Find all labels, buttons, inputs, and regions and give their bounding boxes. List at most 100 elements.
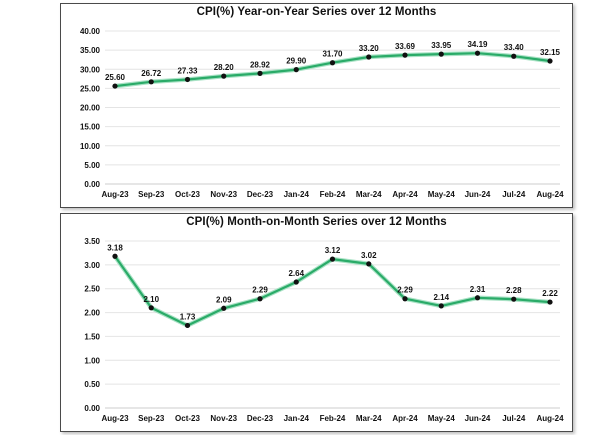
data-point-label: 26.72 bbox=[141, 69, 162, 78]
y-tick-label: 35.00 bbox=[80, 46, 101, 55]
data-point-marker bbox=[257, 296, 263, 302]
data-point-marker bbox=[329, 256, 336, 262]
data-point-marker bbox=[112, 83, 118, 89]
data-point-marker bbox=[366, 54, 372, 60]
data-point-label: 2.29 bbox=[397, 286, 413, 295]
x-axis-label: Nov-23 bbox=[210, 414, 237, 423]
data-point-marker bbox=[438, 51, 444, 57]
y-tick-label: 3.00 bbox=[84, 261, 100, 270]
data-point-label: 2.10 bbox=[143, 295, 159, 304]
data-point-label: 27.33 bbox=[177, 66, 198, 75]
x-axis-label: Jun-24 bbox=[465, 190, 491, 199]
x-axis-label: Sep-23 bbox=[138, 414, 165, 423]
y-tick-label: 1.00 bbox=[84, 356, 100, 365]
x-axis-label: Oct-23 bbox=[175, 190, 200, 199]
data-point-marker bbox=[148, 79, 154, 85]
x-axis-label: Dec-23 bbox=[247, 190, 274, 199]
y-tick-label: 2.50 bbox=[84, 285, 100, 294]
x-axis-label: Jan-24 bbox=[284, 414, 310, 423]
x-axis-label: Feb-24 bbox=[320, 190, 346, 199]
y-tick-label: 0.00 bbox=[84, 180, 100, 189]
data-point-label: 29.90 bbox=[286, 57, 307, 66]
data-point-label: 2.09 bbox=[216, 295, 232, 304]
y-tick-label: 40.00 bbox=[80, 27, 101, 36]
chart-panel-year-on-year: CPI(%) Year-on-Year Series over 12 Month… bbox=[60, 3, 573, 208]
data-point-label: 3.02 bbox=[361, 251, 377, 260]
x-axis-label: May-24 bbox=[428, 414, 456, 423]
x-axis-label: Jun-24 bbox=[465, 414, 491, 423]
data-point-label: 2.22 bbox=[542, 289, 558, 298]
y-tick-label: 1.50 bbox=[84, 332, 100, 341]
line-chart-month-on-month: 0.00 0.50 1.00 1.50 2.00 2.50 3.00 3.50 3.18 Aug-… bbox=[84, 237, 564, 423]
data-point-label: 33.69 bbox=[395, 42, 416, 51]
data-point-label: 33.20 bbox=[359, 44, 380, 53]
y-tick-label: 0.00 bbox=[84, 404, 100, 413]
data-point-marker bbox=[329, 60, 336, 66]
x-axis-label: Feb-24 bbox=[320, 414, 346, 423]
data-point-label: 34.19 bbox=[467, 40, 488, 49]
x-axis-label: Sep-23 bbox=[138, 190, 165, 199]
data-point-marker bbox=[293, 279, 299, 285]
data-point-marker bbox=[184, 322, 191, 329]
data-point-label: 2.29 bbox=[252, 286, 268, 295]
x-axis-label: Oct-23 bbox=[175, 414, 200, 423]
x-axis-label: Aug-24 bbox=[536, 190, 564, 199]
data-point-label: 2.28 bbox=[506, 286, 522, 295]
chart-title-month-on-month: CPI(%) Month-on-Month Series over 12 Mon… bbox=[186, 216, 447, 228]
data-point-marker bbox=[148, 305, 154, 311]
y-tick-label: 2.00 bbox=[84, 309, 100, 318]
y-tick-label: 30.00 bbox=[80, 65, 101, 74]
line-chart-year-on-year: 0.00 5.00 10.00 15.00 20.00 25.00 30.00 35.00 40… bbox=[80, 27, 564, 199]
data-point-marker bbox=[402, 296, 408, 302]
data-point-label: 1.73 bbox=[180, 312, 196, 321]
x-axis-label: Aug-24 bbox=[536, 414, 564, 423]
data-point-label: 31.70 bbox=[322, 50, 343, 59]
data-point-marker bbox=[366, 261, 372, 267]
data-point-marker bbox=[474, 295, 481, 301]
data-point-label: 3.12 bbox=[325, 246, 341, 255]
chart-title-year-on-year: CPI(%) Year-on-Year Series over 12 Month… bbox=[196, 6, 437, 18]
chart-panel-month-on-month: CPI(%) Month-on-Month Series over 12 Mon… bbox=[60, 213, 573, 432]
data-point-label: 32.15 bbox=[540, 48, 561, 57]
x-axis-label: Jul-24 bbox=[502, 414, 526, 423]
data-point-label: 28.20 bbox=[214, 63, 235, 72]
y-tick-label: 20.00 bbox=[80, 104, 101, 113]
y-tick-label: 5.00 bbox=[84, 161, 100, 170]
data-point-marker bbox=[221, 73, 227, 79]
data-point-label: 2.14 bbox=[433, 293, 449, 302]
data-point-marker bbox=[547, 58, 553, 64]
x-axis-label: Apr-24 bbox=[392, 190, 418, 199]
data-point-label: 33.40 bbox=[504, 43, 525, 52]
x-axis-label: Aug-23 bbox=[101, 414, 129, 423]
x-axis-label: May-24 bbox=[428, 190, 456, 199]
data-point-marker bbox=[184, 76, 191, 83]
x-axis-label: Apr-24 bbox=[392, 414, 418, 423]
data-point-label: 25.60 bbox=[105, 73, 126, 82]
x-axis-label: Mar-24 bbox=[356, 190, 382, 199]
x-axis-label: Jul-24 bbox=[502, 190, 526, 199]
y-tick-label: 15.00 bbox=[80, 123, 101, 132]
data-point-label: 2.64 bbox=[288, 269, 304, 278]
data-point-marker bbox=[547, 299, 553, 305]
data-point-marker bbox=[257, 70, 263, 76]
data-point-marker bbox=[474, 50, 481, 56]
data-point-marker bbox=[221, 305, 227, 311]
data-point-marker bbox=[293, 67, 299, 73]
y-tick-label: 0.50 bbox=[84, 380, 100, 389]
x-axis-label: Jan-24 bbox=[284, 190, 310, 199]
x-axis-label: Aug-23 bbox=[101, 190, 129, 199]
data-point-label: 28.92 bbox=[250, 60, 271, 69]
data-point-marker bbox=[112, 253, 118, 259]
y-tick-label: 10.00 bbox=[80, 142, 101, 151]
data-point-label: 33.95 bbox=[431, 41, 452, 50]
y-tick-label: 25.00 bbox=[80, 84, 101, 93]
x-axis-label: Nov-23 bbox=[210, 190, 237, 199]
data-point-marker bbox=[438, 303, 444, 309]
data-point-marker bbox=[511, 53, 517, 59]
y-tick-label: 3.50 bbox=[84, 237, 100, 246]
data-point-marker bbox=[402, 52, 408, 58]
data-point-label: 3.18 bbox=[107, 243, 123, 252]
x-axis-label: Mar-24 bbox=[356, 414, 382, 423]
data-point-marker bbox=[511, 296, 517, 302]
